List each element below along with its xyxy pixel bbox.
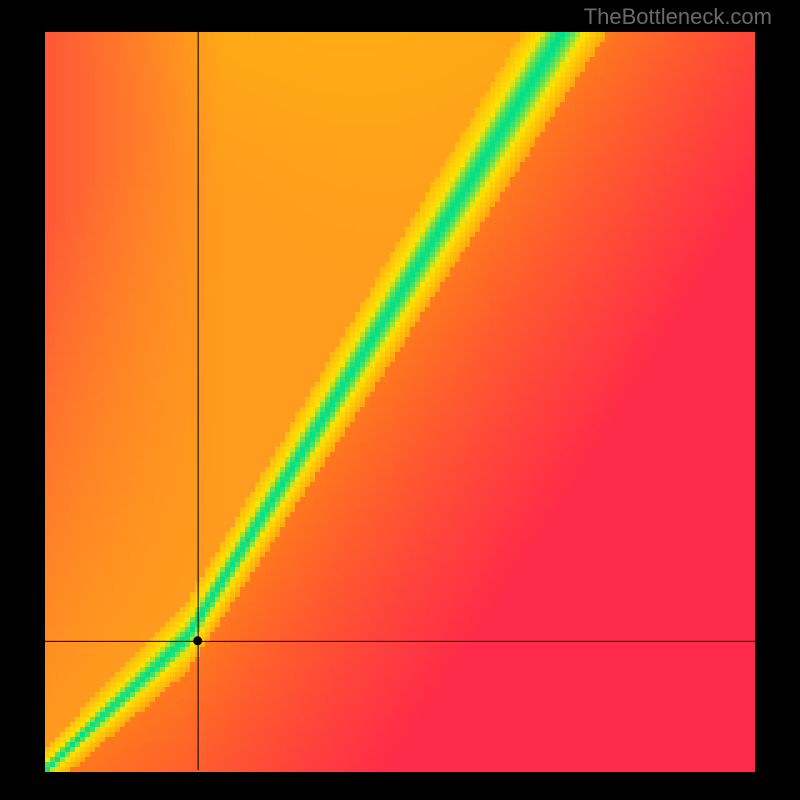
chart-container: TheBottleneck.com [0,0,800,800]
watermark-text: TheBottleneck.com [584,4,772,30]
bottleneck-heatmap [0,0,800,800]
